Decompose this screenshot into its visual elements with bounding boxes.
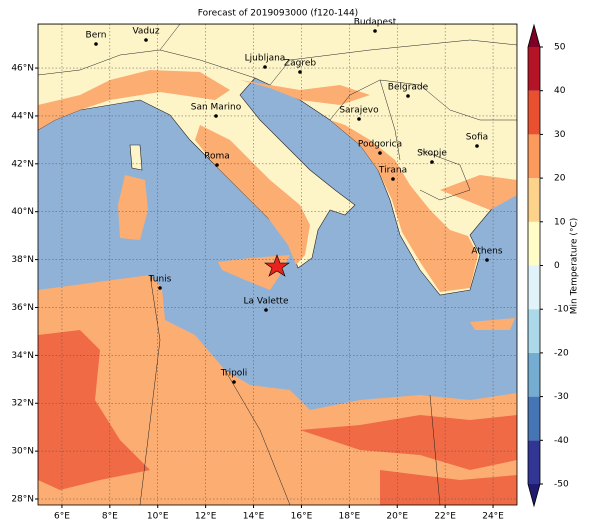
y-tick-label: 38°N [11, 255, 34, 265]
city-marker [475, 144, 479, 148]
city-label: Skopje [417, 149, 447, 159]
colorbar-tick-label: -10 [554, 305, 569, 315]
colorbar-label: Min Temperature (°C) [570, 218, 580, 315]
y-tick-label: 46°N [11, 64, 34, 74]
colorbar-tick-label: 0 [554, 261, 560, 271]
city-marker [485, 258, 489, 262]
y-tick-label: 28°N [11, 495, 34, 505]
warm-area [240, 80, 370, 105]
map-frame [37, 23, 518, 506]
warm-area [195, 125, 310, 265]
x-tick-label: 12°E [195, 512, 217, 522]
city-label: Athens [471, 247, 502, 257]
y-tick-label: 34°N [11, 351, 34, 361]
city-label: Tripoli [220, 369, 248, 379]
colorbar-segment [528, 440, 540, 484]
border [38, 24, 517, 505]
colorbar-segment [528, 221, 540, 266]
city-marker [406, 94, 410, 98]
city-label: Vaduz [132, 27, 159, 37]
title: Forecast of 2019093000 (f120-144) [198, 9, 358, 19]
y-tick-label: 40°N [11, 207, 34, 217]
island [129, 144, 143, 171]
colorbar-segment [528, 134, 540, 179]
y-tick-label: 36°N [11, 303, 34, 313]
city-marker [391, 177, 395, 181]
city-label: Tirana [378, 166, 407, 176]
colorbar-extend [528, 25, 540, 47]
x-tick-label: 8°E [102, 512, 118, 522]
colorbar-tick-label: 10 [554, 217, 566, 227]
city-label: Tunis [148, 275, 172, 285]
city-label: La Valette [244, 297, 289, 307]
highlight-star [264, 254, 290, 277]
city-marker [298, 70, 302, 74]
warm-area [38, 70, 230, 130]
colorbar: -50 -40 -30 -20 -10 0 10 20 30 40 50 [527, 23, 569, 508]
city-label: San Marino [191, 103, 242, 113]
hot-area [300, 415, 517, 470]
city-marker [214, 114, 218, 118]
warm-area [440, 175, 517, 210]
x-tick-label: 22°E [434, 512, 456, 522]
city-marker [232, 380, 236, 384]
island [118, 175, 148, 240]
colorbar-tick-label: 20 [554, 174, 566, 184]
x-tick-label: 10°E [147, 512, 169, 522]
city-marker [378, 151, 382, 155]
colorbar-tick-label: -30 [554, 392, 569, 402]
y-tick-label: 32°N [11, 399, 34, 409]
city-marker [357, 117, 361, 121]
city-label: Roma [204, 152, 230, 162]
city-label: Sarajevo [339, 106, 379, 116]
colorbar-tick-label: 40 [554, 86, 566, 96]
city-marker [430, 160, 434, 164]
y-tick-label: 42°N [11, 159, 34, 169]
colorbar-segment [528, 178, 540, 222]
x-tick-label: 6°E [54, 512, 70, 522]
colorbar-segment [528, 352, 540, 397]
colorbar-segment [528, 265, 540, 310]
city-marker [94, 42, 98, 46]
city-label: Sofia [466, 133, 488, 143]
city-label: Belgrade [388, 83, 429, 93]
colorbar-segment [528, 396, 540, 441]
colorbar-extend [528, 484, 540, 506]
colorbar-tick-label: 30 [554, 130, 566, 140]
city-marker [373, 29, 377, 33]
x-tick-label: 16°E [291, 512, 313, 522]
city-marker [144, 38, 148, 42]
x-tick-label: 24°E [482, 512, 504, 522]
island [470, 318, 515, 330]
x-tick-label: 18°E [339, 512, 361, 522]
city-marker [264, 308, 268, 312]
y-tick-label: 44°N [11, 111, 34, 121]
colorbar-segment [528, 309, 540, 353]
colorbar-segment [528, 90, 540, 135]
colorbar-segment [528, 47, 540, 91]
x-tick-label: 20°E [386, 512, 408, 522]
city-label: Bern [86, 31, 107, 41]
city-marker [263, 65, 267, 69]
city-marker [215, 163, 219, 167]
y-tick-label: 30°N [11, 447, 34, 457]
warm-area [330, 120, 478, 292]
hot-area [38, 330, 150, 490]
city-label: Podgorica [358, 140, 402, 150]
colorbar-tick-label: -50 [554, 480, 569, 490]
city-marker [158, 286, 162, 290]
city-label: Ljubljana [245, 54, 286, 64]
colorbar-tick-label: 50 [554, 43, 566, 53]
colorbar-tick-label: -20 [554, 348, 569, 358]
city-label: Budapest [354, 18, 397, 28]
hot-area [380, 470, 517, 505]
colorbar-tick-label: -40 [554, 436, 569, 446]
city-label: Zagreb [284, 59, 316, 69]
x-tick-label: 14°E [243, 512, 265, 522]
grid: 6°E 8°E 10°E 12°E 14°E 16°E 18°E 20°E 22°E 24°E 28… [11, 24, 517, 522]
